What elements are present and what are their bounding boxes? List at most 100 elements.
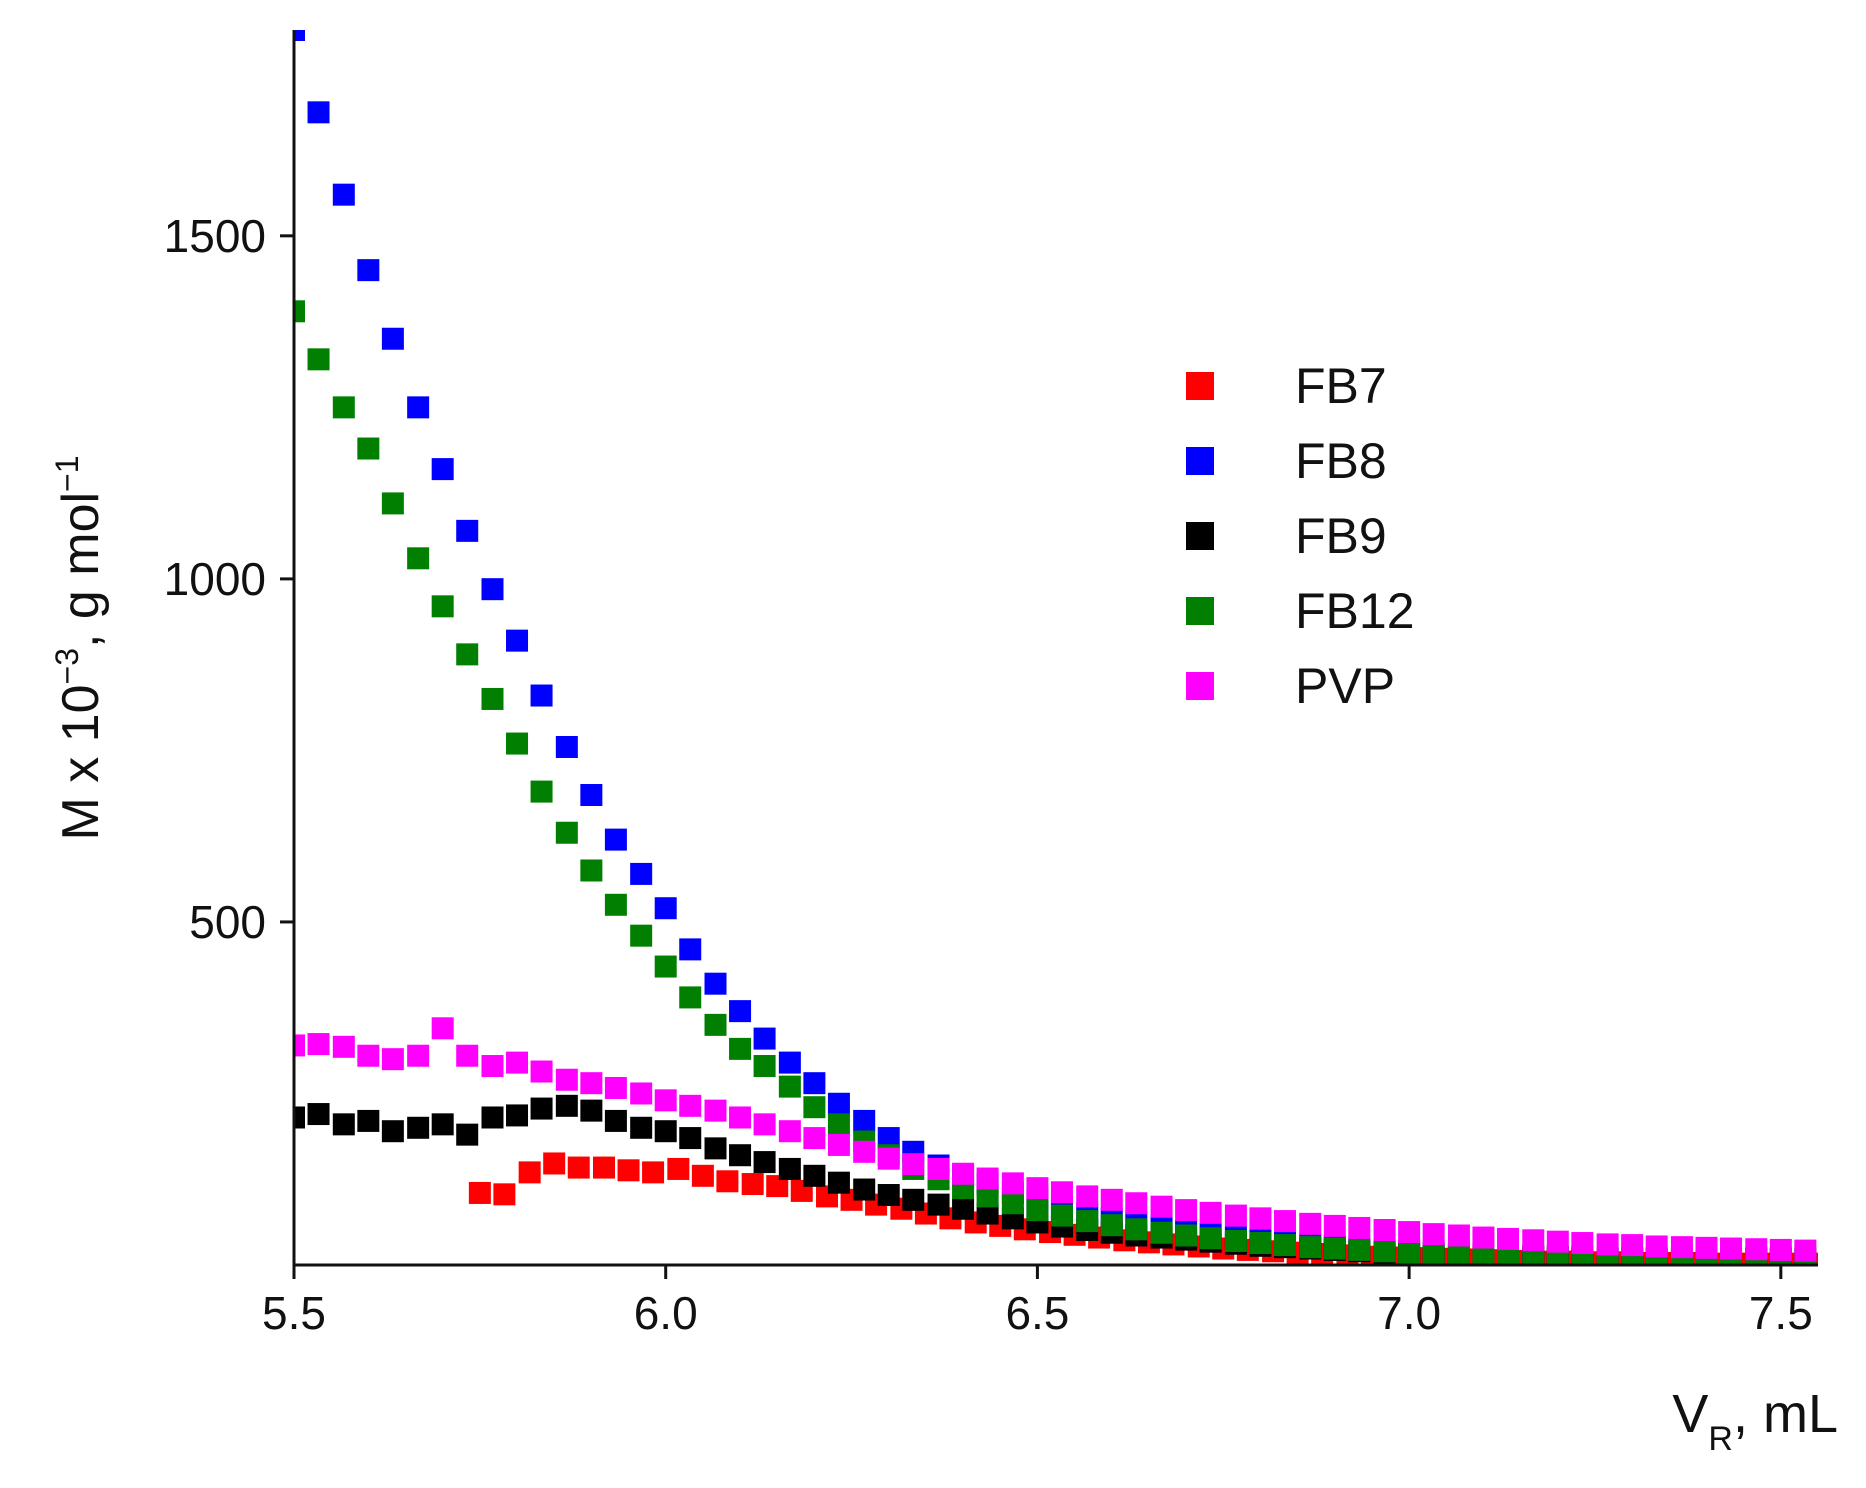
point-fb9 <box>481 1106 504 1129</box>
point-fb12 <box>1199 1227 1222 1250</box>
point-fb8 <box>294 30 305 41</box>
point-fb8 <box>853 1109 876 1132</box>
point-pvp <box>294 1034 305 1057</box>
point-fb12 <box>604 893 627 916</box>
point-pvp <box>555 1068 578 1091</box>
point-fb9 <box>927 1193 950 1216</box>
legend-label-fb12: FB12 <box>1295 583 1415 639</box>
point-fb12 <box>630 924 653 947</box>
point-fb9 <box>332 1113 355 1136</box>
point-pvp <box>307 1033 330 1056</box>
point-fb12 <box>332 396 355 419</box>
point-fb12 <box>1175 1224 1198 1247</box>
point-fb12 <box>729 1037 752 1060</box>
point-pvp <box>407 1044 430 1067</box>
point-fb12 <box>1076 1210 1099 1233</box>
point-fb9 <box>357 1109 380 1132</box>
point-pvp <box>456 1044 479 1067</box>
point-fb9 <box>530 1097 553 1120</box>
point-fb8 <box>506 629 529 652</box>
point-pvp <box>952 1162 975 1185</box>
legend-label-fb8: FB8 <box>1295 433 1387 489</box>
point-pvp <box>1199 1201 1222 1224</box>
point-fb12 <box>1224 1229 1247 1252</box>
y-axis-title-mid: , g mol <box>52 492 110 648</box>
point-fb9 <box>803 1164 826 1187</box>
y-axis-title-main: M x 10 <box>52 684 110 840</box>
point-fb12 <box>827 1113 850 1136</box>
point-pvp <box>1769 1238 1792 1261</box>
point-pvp <box>1621 1234 1644 1257</box>
point-fb8 <box>654 897 677 920</box>
point-fb12 <box>654 955 677 978</box>
point-pvp <box>877 1147 900 1170</box>
point-fb12 <box>307 348 330 371</box>
x-tick-label: 7.0 <box>1377 1287 1441 1339</box>
point-fb8 <box>604 828 627 851</box>
y-tick-label: 1000 <box>164 553 266 605</box>
y-axis-title-exponent: −3 <box>49 648 85 684</box>
point-fb12 <box>1472 1243 1495 1265</box>
point-fb12 <box>679 986 702 1009</box>
point-pvp <box>853 1140 876 1163</box>
point-fb8 <box>803 1072 826 1095</box>
point-fb9 <box>431 1113 454 1136</box>
point-fb12 <box>704 1013 727 1036</box>
point-fb12 <box>1001 1192 1024 1215</box>
point-pvp <box>1571 1232 1594 1255</box>
point-pvp <box>753 1113 776 1136</box>
legend: FB7 FB8 FB9 FB12 PVP <box>1186 358 1415 714</box>
point-pvp <box>927 1157 950 1180</box>
point-pvp <box>902 1153 925 1176</box>
point-fb7 <box>593 1156 616 1179</box>
point-fb12 <box>778 1075 801 1098</box>
x-tick-label: 7.5 <box>1749 1287 1813 1339</box>
point-pvp <box>1076 1185 1099 1208</box>
point-fb12 <box>407 547 430 570</box>
point-pvp <box>1695 1236 1718 1259</box>
y-tick-label: 500 <box>189 896 266 948</box>
point-fb7 <box>493 1183 516 1206</box>
point-fb8 <box>729 1000 752 1023</box>
legend-marker-fb8 <box>1186 447 1214 475</box>
point-fb9 <box>704 1137 727 1160</box>
point-fb9 <box>307 1103 330 1126</box>
point-pvp <box>1348 1216 1371 1239</box>
point-pvp <box>1125 1192 1148 1215</box>
point-fb12 <box>803 1096 826 1119</box>
x-tick-label: 5.5 <box>262 1287 326 1339</box>
point-fb8 <box>827 1092 850 1115</box>
point-fb7 <box>617 1159 640 1182</box>
point-fb8 <box>307 101 330 124</box>
point-pvp <box>729 1106 752 1129</box>
point-fb12 <box>976 1185 999 1208</box>
point-fb8 <box>555 735 578 758</box>
legend-label-fb7: FB7 <box>1295 358 1387 414</box>
point-fb8 <box>580 784 603 807</box>
point-fb8 <box>332 183 355 206</box>
point-pvp <box>1422 1223 1445 1246</box>
point-pvp <box>431 1017 454 1040</box>
point-fb12 <box>1348 1238 1371 1261</box>
point-fb12 <box>1249 1232 1272 1255</box>
point-pvp <box>704 1099 727 1122</box>
x-tick-label: 6.0 <box>634 1287 698 1339</box>
point-fb12 <box>431 595 454 618</box>
point-pvp <box>1273 1210 1296 1233</box>
point-fb9 <box>729 1144 752 1167</box>
point-pvp <box>778 1120 801 1143</box>
point-fb12 <box>1273 1234 1296 1257</box>
point-pvp <box>1249 1207 1272 1230</box>
legend-label-pvp: PVP <box>1295 658 1395 714</box>
point-pvp <box>506 1051 529 1074</box>
point-fb7 <box>691 1164 714 1187</box>
point-fb7 <box>543 1152 566 1175</box>
point-fb12 <box>456 643 479 666</box>
point-fb12 <box>1398 1241 1421 1264</box>
point-fb8 <box>679 938 702 961</box>
point-fb12 <box>1447 1243 1470 1265</box>
point-pvp <box>1794 1239 1817 1262</box>
y-axis-title: M x 10−3, g mol−1 <box>49 455 110 840</box>
point-fb9 <box>778 1157 801 1180</box>
point-fb8 <box>704 972 727 995</box>
